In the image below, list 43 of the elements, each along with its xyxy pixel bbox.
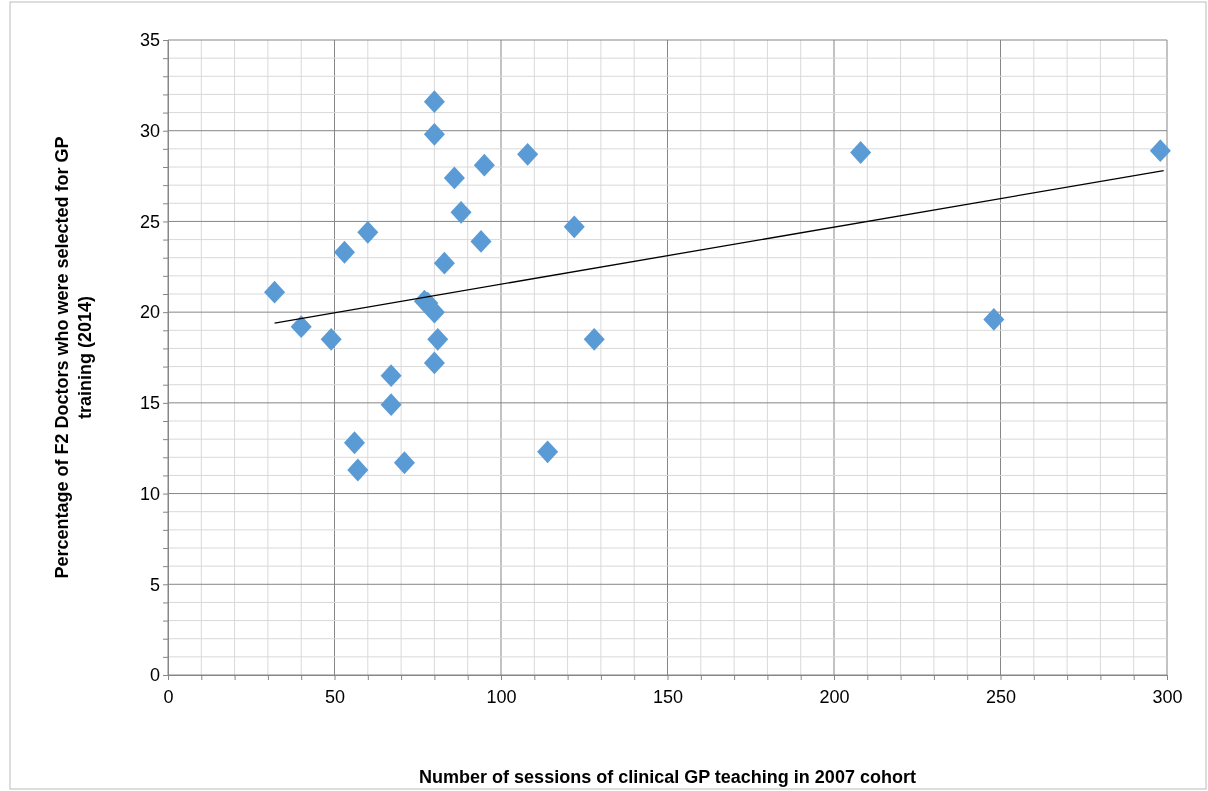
point: [517, 142, 539, 166]
y-tick-label: 15: [139, 393, 160, 414]
point: [393, 451, 415, 475]
y-tick-label: 20: [139, 302, 160, 323]
y-tick-label: 30: [139, 120, 160, 141]
point: [343, 431, 366, 455]
point: [583, 327, 605, 351]
x-tick-label: 200: [819, 686, 850, 707]
point: [423, 122, 445, 146]
x-tick-label: 250: [985, 686, 1017, 707]
x-axis-title: Number of sessions of clinical GP teaching in 2007 cohort: [419, 767, 916, 787]
point: [423, 90, 445, 114]
point: [473, 153, 495, 177]
point: [347, 458, 369, 482]
point: [983, 308, 1005, 331]
point: [537, 440, 559, 464]
y-tick-label: 0: [149, 665, 160, 686]
point: [320, 327, 342, 351]
point: [264, 280, 286, 304]
point: [333, 240, 356, 264]
x-tick-label: 100: [486, 686, 517, 707]
point: [563, 215, 585, 239]
y-tick-label: 25: [139, 211, 160, 232]
point: [290, 315, 312, 339]
point: [443, 166, 465, 190]
x-tick-label: 0: [163, 686, 174, 707]
point: [423, 351, 445, 375]
point: [1149, 139, 1171, 163]
x-tick-label: 300: [1152, 686, 1183, 707]
x-tick-label: 50: [324, 686, 346, 707]
y-tick-label: 35: [139, 30, 160, 51]
y-tick-label: 10: [139, 483, 160, 504]
point: [357, 220, 379, 244]
point: [433, 251, 455, 275]
y-axis-title: Percentage of F2 Doctors who were selected for GP training (2014): [52, 136, 96, 579]
point: [380, 393, 402, 417]
point: [427, 327, 449, 351]
point: [470, 229, 492, 253]
point: [450, 200, 472, 224]
point: [380, 364, 402, 388]
point: [850, 141, 872, 164]
x-tick-label: 150: [652, 686, 684, 707]
y-tick-label: 5: [149, 574, 160, 595]
